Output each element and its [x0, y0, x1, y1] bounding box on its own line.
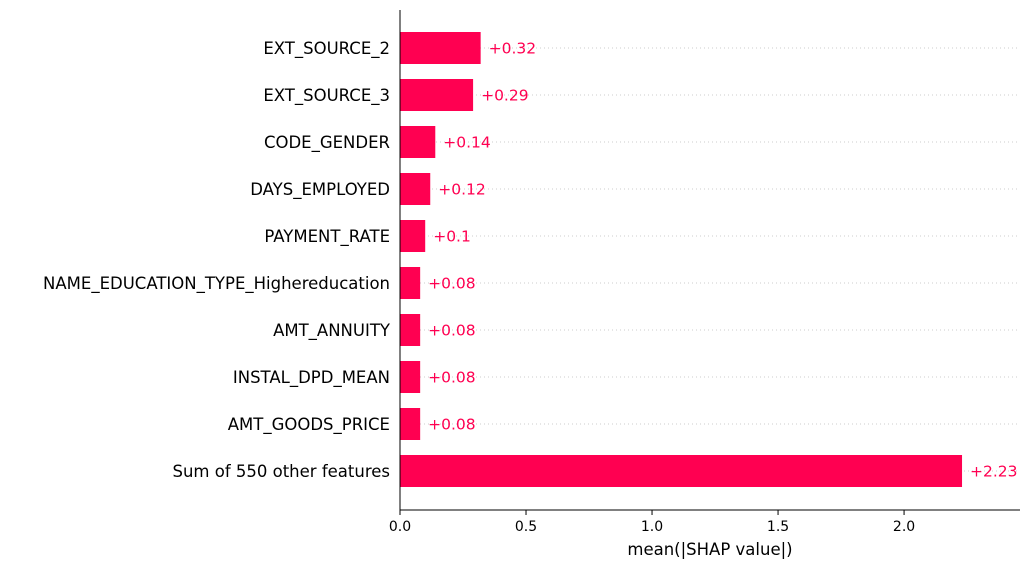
x-tick-label: 1.0 [641, 519, 663, 535]
value-label: +0.32 [489, 40, 536, 58]
category-label: INSTAL_DPD_MEAN [233, 368, 390, 388]
bar [400, 314, 421, 346]
category-label: NAME_EDUCATION_TYPE_Highereducation [43, 274, 390, 294]
category-label: CODE_GENDER [264, 133, 390, 153]
bar [400, 267, 421, 299]
bar [400, 408, 421, 440]
category-label: EXT_SOURCE_2 [263, 39, 390, 59]
row-guide-lines [400, 47, 1020, 472]
axes [399, 10, 1020, 511]
value-label: +0.08 [428, 322, 476, 340]
bar [400, 79, 474, 111]
x-tick-label: 1.5 [767, 519, 789, 535]
category-label: AMT_GOODS_PRICE [228, 415, 390, 435]
category-label: Sum of 550 other features [172, 462, 390, 481]
bar [400, 220, 426, 252]
value-label: +0.08 [428, 275, 476, 293]
value-label: +0.29 [481, 87, 529, 105]
bars-group [400, 32, 963, 487]
x-tick-label: 2.0 [893, 519, 915, 535]
bar [400, 361, 421, 393]
x-tick-label: 0.5 [515, 519, 537, 535]
value-label: +0.12 [438, 181, 486, 199]
bar [400, 173, 431, 205]
category-label: PAYMENT_RATE [264, 227, 390, 247]
category-label: EXT_SOURCE_3 [263, 86, 390, 106]
bar [400, 126, 436, 158]
value-label: +0.08 [428, 369, 476, 387]
x-axis-ticks: 0.0 0.5 1.0 1.5 2.0 [389, 510, 915, 535]
category-label: DAYS_EMPLOYED [250, 180, 390, 200]
value-label: +0.08 [428, 416, 476, 434]
value-labels: +0.32 +0.29 +0.14 +0.12 +0.1 +0.08 +0.08 +0.08 +… [428, 40, 1017, 481]
x-tick-label: 0.0 [389, 519, 411, 535]
bar [400, 32, 481, 64]
category-label: AMT_ANNUITY [273, 321, 391, 341]
x-axis-label: mean(|SHAP value|) [627, 540, 792, 559]
value-label: +2.23 [970, 463, 1018, 481]
value-label: +0.14 [443, 134, 491, 152]
value-label: +0.1 [433, 228, 471, 246]
category-labels: EXT_SOURCE_2 EXT_SOURCE_3 CODE_GENDER DAYS_… [43, 39, 391, 481]
bar [400, 455, 963, 487]
